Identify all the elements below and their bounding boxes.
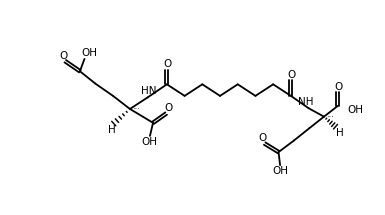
Text: O: O (258, 133, 266, 143)
Text: O: O (335, 82, 343, 92)
Text: H: H (335, 128, 343, 138)
Text: OH: OH (141, 137, 157, 147)
Text: OH: OH (81, 48, 97, 58)
Text: O: O (164, 59, 172, 69)
Text: OH: OH (273, 166, 289, 176)
Text: ···: ··· (326, 113, 334, 122)
Text: H: H (107, 125, 116, 135)
Text: NH: NH (298, 97, 313, 107)
Text: O: O (60, 51, 68, 61)
Text: OH: OH (348, 105, 364, 115)
Text: HN: HN (141, 86, 156, 96)
Text: O: O (288, 70, 296, 80)
Text: ···: ··· (132, 105, 140, 114)
Text: O: O (164, 103, 172, 113)
